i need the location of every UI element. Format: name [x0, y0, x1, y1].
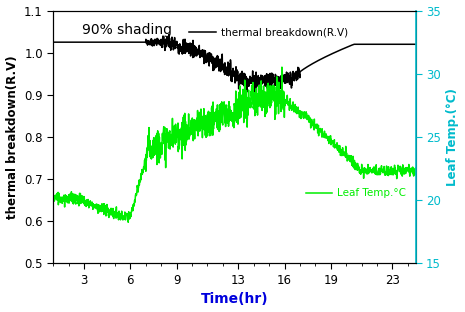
Leaf Temp.°C — [93, 207, 99, 210]
Line: thermal breakdown(R.V): thermal breakdown(R.V) — [53, 34, 416, 92]
Line: Leaf Temp.°C: Leaf Temp.°C — [53, 67, 416, 222]
Leaf Temp.°C — [51, 197, 56, 201]
Leaf Temp.°C — [205, 119, 210, 123]
Leaf Temp.°C — [257, 95, 262, 98]
thermal breakdown(R.V) — [93, 40, 99, 44]
thermal breakdown(R.V) — [51, 40, 56, 44]
Y-axis label: thermal breakdown(R.V): thermal breakdown(R.V) — [6, 55, 19, 219]
Leaf Temp.°C — [413, 166, 418, 170]
X-axis label: Time(hr): Time(hr) — [200, 292, 268, 306]
thermal breakdown(R.V) — [212, 60, 218, 64]
Legend: thermal breakdown(R.V): thermal breakdown(R.V) — [185, 23, 352, 42]
Leaf Temp.°C — [219, 120, 224, 124]
Leaf Temp.°C — [279, 65, 285, 69]
thermal breakdown(R.V) — [205, 55, 210, 59]
thermal breakdown(R.V) — [219, 58, 224, 62]
Leaf Temp.°C — [126, 220, 131, 224]
thermal breakdown(R.V) — [166, 32, 172, 36]
thermal breakdown(R.V) — [413, 42, 418, 46]
thermal breakdown(R.V) — [79, 40, 84, 44]
Legend: Leaf Temp.°C: Leaf Temp.°C — [302, 184, 411, 202]
Text: 90% shading: 90% shading — [82, 23, 172, 37]
Leaf Temp.°C — [79, 201, 84, 205]
Y-axis label: Leaf Temp.(°C): Leaf Temp.(°C) — [446, 88, 459, 186]
thermal breakdown(R.V) — [257, 81, 263, 85]
thermal breakdown(R.V) — [253, 90, 259, 94]
Leaf Temp.°C — [212, 115, 218, 119]
